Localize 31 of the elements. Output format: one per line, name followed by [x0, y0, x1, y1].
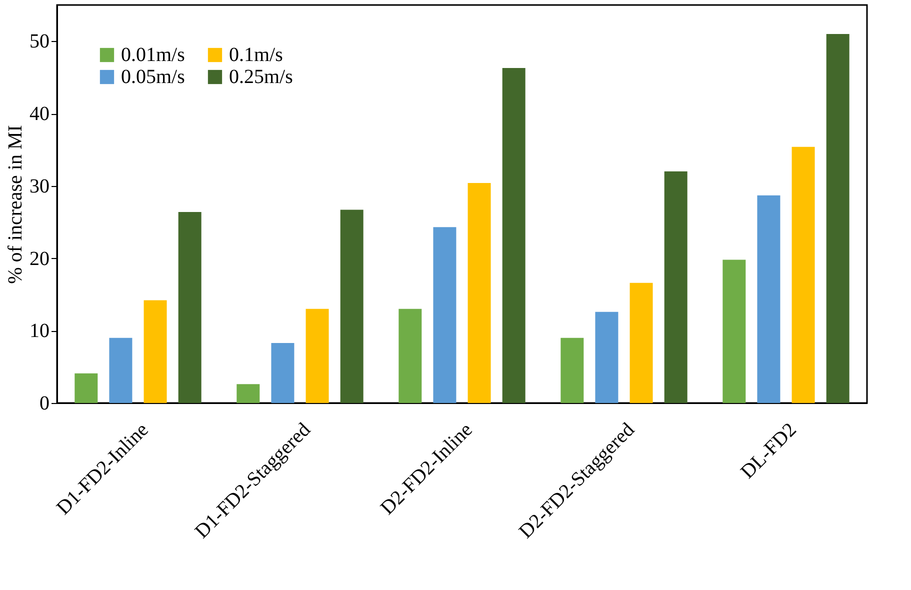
legend-label: 0.25m/s [229, 66, 294, 88]
bar [433, 227, 456, 403]
bar [468, 183, 491, 403]
bar [340, 210, 364, 403]
bar [757, 195, 780, 403]
bar [271, 342, 294, 403]
y-tick-label: 20 [30, 248, 50, 270]
bar [826, 34, 850, 403]
bar [144, 300, 167, 403]
y-tick-label: 10 [30, 320, 50, 342]
bar [792, 146, 815, 403]
y-axis-title: % of increase in MI [4, 125, 26, 284]
bar [74, 373, 98, 403]
legend-label: 0.1m/s [229, 44, 284, 66]
bar [664, 171, 688, 403]
y-tick-label: 40 [30, 103, 50, 126]
legend-label: 0.01m/s [121, 44, 186, 66]
y-tick-label: 0 [40, 392, 50, 414]
bar [560, 338, 584, 403]
bar [109, 338, 132, 403]
y-tick-label: 50 [30, 30, 50, 53]
bar [398, 308, 422, 403]
legend-label: 0.05m/s [121, 66, 186, 88]
y-tick-label: 30 [30, 175, 50, 198]
bar [722, 260, 746, 403]
bar [630, 282, 653, 403]
bar [178, 212, 202, 403]
bar [306, 308, 329, 403]
bar [595, 312, 618, 403]
bar [502, 68, 526, 403]
bar [236, 384, 260, 403]
